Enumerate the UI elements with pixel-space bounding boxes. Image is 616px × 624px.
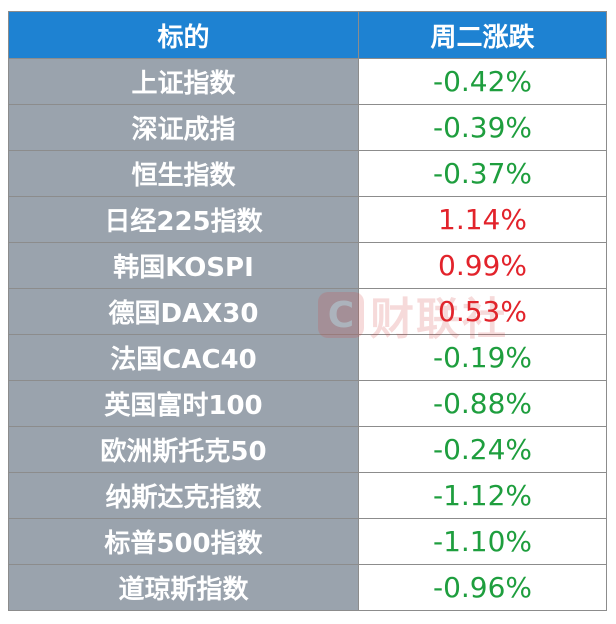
index-name: 上证指数 (8, 58, 359, 105)
index-change: -1.12% (358, 472, 607, 519)
index-change: -1.10% (358, 518, 607, 565)
index-name: 纳斯达克指数 (8, 472, 359, 519)
header-change: 周二涨跌 (358, 11, 607, 59)
table-row: 韩国KOSPI 0.99% (8, 242, 607, 289)
index-change: 0.99% (358, 242, 607, 289)
table-row: 德国DAX30 0.53% (8, 288, 607, 335)
index-name: 英国富时100 (8, 380, 359, 427)
table-body: 上证指数 -0.42% 深证成指 -0.39% 恒生指数 -0.37% 日经22… (8, 58, 607, 611)
index-change: -0.37% (358, 150, 607, 197)
table-row: 上证指数 -0.42% (8, 58, 607, 105)
index-change: -0.88% (358, 380, 607, 427)
table-row: 恒生指数 -0.37% (8, 150, 607, 197)
table-row: 法国CAC40 -0.19% (8, 334, 607, 381)
index-name: 道琼斯指数 (8, 564, 359, 611)
index-change-table: 标的 周二涨跌 上证指数 -0.42% 深证成指 -0.39% 恒生指数 -0.… (8, 11, 607, 611)
header-name: 标的 (8, 11, 359, 59)
index-change: -0.19% (358, 334, 607, 381)
index-name: 标普500指数 (8, 518, 359, 565)
index-change: 1.14% (358, 196, 607, 243)
index-name: 韩国KOSPI (8, 242, 359, 289)
table-row: 道琼斯指数 -0.96% (8, 564, 607, 611)
index-name: 恒生指数 (8, 150, 359, 197)
index-change: 0.53% (358, 288, 607, 335)
index-change: -0.96% (358, 564, 607, 611)
index-change: -0.42% (358, 58, 607, 105)
index-change: -0.24% (358, 426, 607, 473)
index-change-table-container: 标的 周二涨跌 上证指数 -0.42% 深证成指 -0.39% 恒生指数 -0.… (8, 11, 607, 611)
table-header-row: 标的 周二涨跌 (8, 11, 607, 59)
index-name: 欧洲斯托克50 (8, 426, 359, 473)
index-name: 法国CAC40 (8, 334, 359, 381)
table-row: 标普500指数 -1.10% (8, 518, 607, 565)
index-name: 深证成指 (8, 104, 359, 151)
index-name: 日经225指数 (8, 196, 359, 243)
table-row: 纳斯达克指数 -1.12% (8, 472, 607, 519)
table-row: 英国富时100 -0.88% (8, 380, 607, 427)
table-row: 欧洲斯托克50 -0.24% (8, 426, 607, 473)
index-name: 德国DAX30 (8, 288, 359, 335)
index-change: -0.39% (358, 104, 607, 151)
table-row: 深证成指 -0.39% (8, 104, 607, 151)
table-row: 日经225指数 1.14% (8, 196, 607, 243)
